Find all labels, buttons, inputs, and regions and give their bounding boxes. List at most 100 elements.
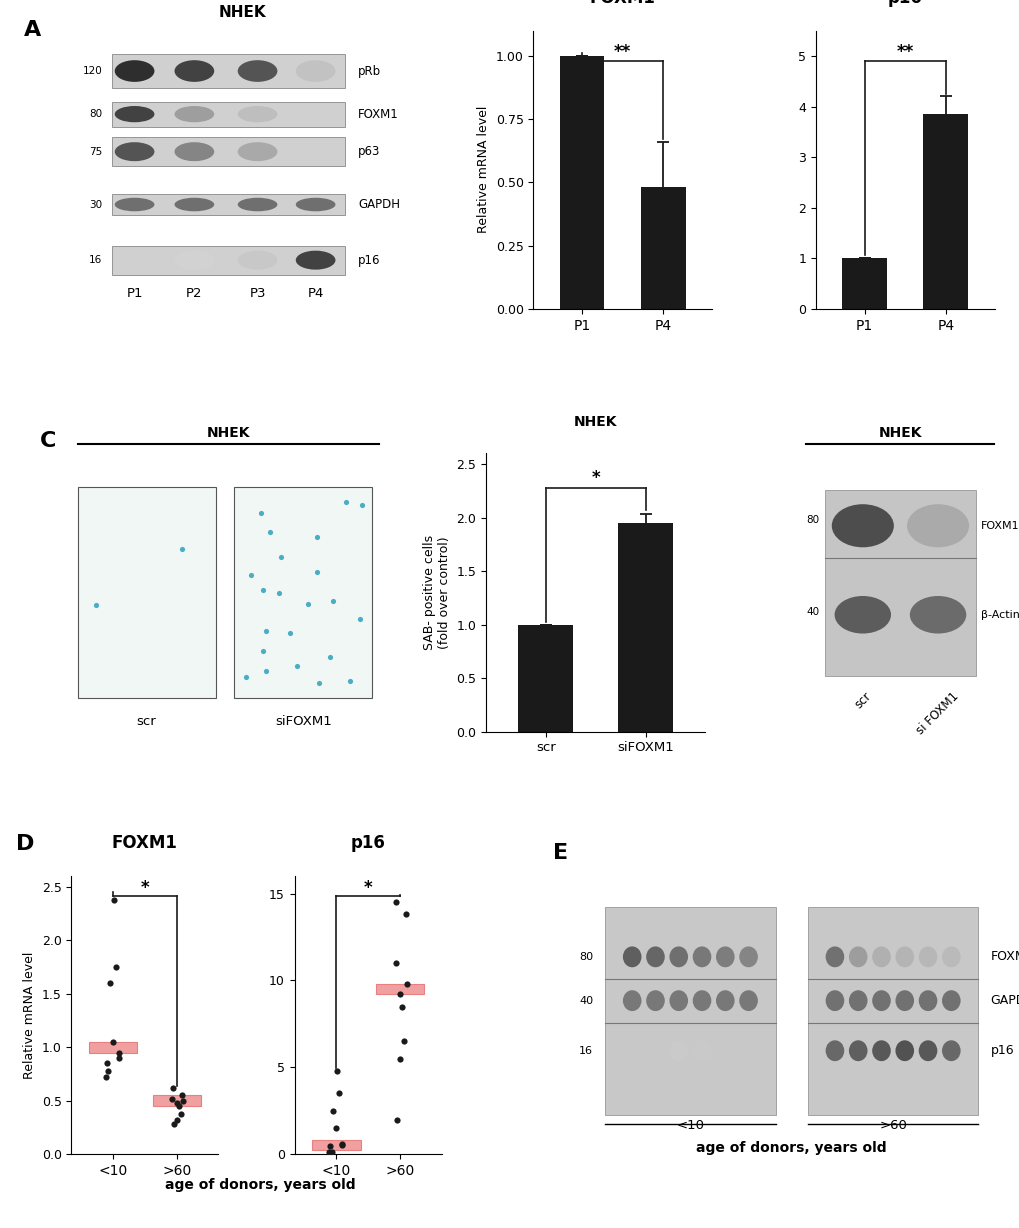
Ellipse shape <box>296 142 335 161</box>
Ellipse shape <box>715 990 734 1011</box>
Text: NHEK: NHEK <box>218 5 266 20</box>
Point <box>392 1049 409 1068</box>
Ellipse shape <box>824 990 844 1011</box>
Point <box>258 661 274 680</box>
Ellipse shape <box>174 142 214 161</box>
Point <box>323 1142 339 1162</box>
Ellipse shape <box>296 106 335 123</box>
Text: 16: 16 <box>89 255 102 265</box>
Point <box>281 623 298 642</box>
FancyBboxPatch shape <box>112 138 344 166</box>
Text: 80: 80 <box>806 516 818 526</box>
Text: 40: 40 <box>806 607 818 616</box>
Text: 30: 30 <box>89 199 102 210</box>
Ellipse shape <box>623 990 641 1011</box>
Text: age of donors, years old: age of donors, years old <box>696 1141 887 1154</box>
Text: D: D <box>15 835 34 855</box>
Ellipse shape <box>114 198 154 211</box>
Ellipse shape <box>174 60 214 82</box>
Point <box>174 1086 191 1105</box>
Point <box>397 905 414 925</box>
Text: age of donors, years old: age of donors, years old <box>165 1178 355 1191</box>
Text: scr: scr <box>851 690 872 711</box>
Ellipse shape <box>114 142 154 161</box>
Point <box>395 1032 412 1051</box>
Text: P4: P4 <box>307 287 323 301</box>
Point <box>172 1104 189 1124</box>
Point <box>328 1061 344 1081</box>
Point <box>310 673 326 693</box>
Point <box>288 656 305 675</box>
FancyBboxPatch shape <box>112 102 344 126</box>
Text: 40: 40 <box>579 996 592 1006</box>
Ellipse shape <box>174 106 214 123</box>
Point <box>387 953 404 973</box>
Bar <box>922 114 967 308</box>
Text: *: * <box>591 469 599 488</box>
Ellipse shape <box>174 251 214 270</box>
Text: **: ** <box>613 43 631 61</box>
Text: siFOXM1: siFOXM1 <box>275 715 331 728</box>
Point <box>175 1090 192 1110</box>
Text: GAPDH: GAPDH <box>989 995 1019 1007</box>
Ellipse shape <box>237 198 277 211</box>
FancyBboxPatch shape <box>312 1140 360 1149</box>
Bar <box>518 625 573 732</box>
Point <box>258 620 274 640</box>
Text: C: C <box>40 431 56 451</box>
Ellipse shape <box>848 1040 867 1061</box>
Text: p16: p16 <box>358 254 380 266</box>
Text: GAPDH: GAPDH <box>358 198 399 211</box>
Point <box>108 958 124 977</box>
Point <box>334 1135 351 1154</box>
FancyBboxPatch shape <box>112 194 344 215</box>
Point <box>111 1049 127 1068</box>
FancyBboxPatch shape <box>153 1095 201 1106</box>
FancyBboxPatch shape <box>807 906 977 1115</box>
Bar <box>640 188 685 308</box>
Ellipse shape <box>824 1040 844 1061</box>
Point <box>164 1089 180 1109</box>
Y-axis label: Relative mRNA level: Relative mRNA level <box>477 106 489 233</box>
Point <box>253 503 269 523</box>
Point <box>322 1136 338 1156</box>
Point <box>105 890 121 910</box>
Text: scr: scr <box>137 715 156 728</box>
Point <box>102 974 118 993</box>
Y-axis label: SAB- positive cells
(fold over control): SAB- positive cells (fold over control) <box>422 535 450 650</box>
Point <box>300 594 316 614</box>
Point <box>321 1142 337 1162</box>
Title: p16: p16 <box>351 834 385 852</box>
Title: NHEK: NHEK <box>574 415 616 429</box>
Point <box>255 641 271 661</box>
Ellipse shape <box>114 106 154 123</box>
Point <box>100 1061 116 1081</box>
Ellipse shape <box>871 1040 890 1061</box>
Text: si FOXM1: si FOXM1 <box>913 690 961 737</box>
Ellipse shape <box>668 947 688 968</box>
Bar <box>559 56 604 308</box>
Point <box>273 546 289 566</box>
Ellipse shape <box>114 60 154 82</box>
Ellipse shape <box>668 990 688 1011</box>
Point <box>243 565 259 585</box>
Text: p16: p16 <box>989 1044 1013 1057</box>
Point <box>334 1135 351 1154</box>
Point <box>388 1110 405 1130</box>
Point <box>398 974 415 993</box>
Text: NHEK: NHEK <box>877 426 921 440</box>
Ellipse shape <box>918 947 936 968</box>
Text: *: * <box>364 879 372 896</box>
Point <box>309 561 325 581</box>
Point <box>168 1093 184 1113</box>
Point <box>391 985 408 1005</box>
Ellipse shape <box>918 1040 936 1061</box>
Point <box>255 580 271 599</box>
Text: >60: >60 <box>878 1119 906 1132</box>
Title: FOXM1: FOXM1 <box>112 834 177 852</box>
Text: pRb: pRb <box>358 65 381 77</box>
Text: 16: 16 <box>579 1046 592 1056</box>
Ellipse shape <box>942 990 960 1011</box>
Ellipse shape <box>668 1040 688 1061</box>
Point <box>262 523 278 543</box>
